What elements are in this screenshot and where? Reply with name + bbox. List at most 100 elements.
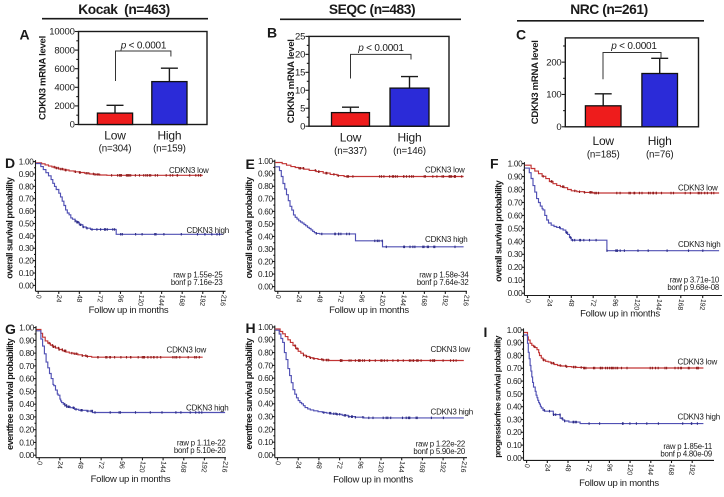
svg-text:overall survival probability: overall survival probability xyxy=(493,179,503,281)
svg-text:Kocak (n=463): Kocak (n=463) xyxy=(78,2,169,17)
svg-text:0.30: 0.30 xyxy=(19,413,34,422)
svg-text:25: 25 xyxy=(295,32,305,43)
svg-text:D: D xyxy=(5,155,15,171)
svg-text:216: 216 xyxy=(461,294,469,306)
svg-text:0: 0 xyxy=(523,463,530,468)
svg-text:(n=337): (n=337) xyxy=(334,146,367,157)
svg-text:1.00: 1.00 xyxy=(19,324,34,333)
svg-text:96: 96 xyxy=(605,463,613,472)
svg-text:168: 168 xyxy=(418,461,426,473)
svg-text:p < 0.0001: p < 0.0001 xyxy=(120,41,167,52)
svg-text:24: 24 xyxy=(294,461,302,470)
svg-text:72: 72 xyxy=(97,461,105,470)
svg-text:Low: Low xyxy=(104,128,126,142)
svg-text:24: 24 xyxy=(55,461,63,470)
svg-text:0.90: 0.90 xyxy=(19,336,34,345)
svg-text:0.70: 0.70 xyxy=(508,198,523,207)
svg-text:p < 0.0001: p < 0.0001 xyxy=(357,43,404,54)
svg-text:CDKN3 mRNA level: CDKN3 mRNA level xyxy=(38,36,49,120)
svg-text:0.20: 0.20 xyxy=(258,425,273,434)
svg-text:CDKN3 low: CDKN3 low xyxy=(678,184,718,193)
svg-text:168: 168 xyxy=(419,294,427,306)
svg-text:0.40: 0.40 xyxy=(508,237,523,246)
svg-text:I: I xyxy=(484,324,488,340)
svg-text:48: 48 xyxy=(314,461,322,470)
svg-text:10: 10 xyxy=(295,86,305,97)
svg-text:0.50: 0.50 xyxy=(258,220,273,229)
svg-text:96: 96 xyxy=(117,461,125,470)
svg-text:0.50: 0.50 xyxy=(19,219,34,228)
svg-text:168: 168 xyxy=(667,463,675,475)
svg-text:48: 48 xyxy=(564,463,572,472)
svg-text:bonf p 9.68e-08: bonf p 9.68e-08 xyxy=(667,283,719,292)
svg-text:216: 216 xyxy=(459,461,467,473)
svg-text:0.10: 0.10 xyxy=(19,438,34,447)
svg-text:144: 144 xyxy=(157,294,165,306)
svg-text:0.90: 0.90 xyxy=(507,339,522,348)
svg-text:168: 168 xyxy=(177,294,185,306)
svg-text:A: A xyxy=(20,27,30,43)
svg-text:144: 144 xyxy=(399,294,407,306)
svg-text:0: 0 xyxy=(35,461,42,466)
svg-text:NRC (n=261): NRC (n=261) xyxy=(570,2,647,17)
svg-text:Follow up in months: Follow up in months xyxy=(329,305,409,316)
svg-text:0.20: 0.20 xyxy=(507,428,522,437)
svg-text:72: 72 xyxy=(95,294,103,303)
svg-text:bonf p 5.90e-20: bonf p 5.90e-20 xyxy=(413,447,465,456)
svg-text:0.80: 0.80 xyxy=(507,351,522,360)
svg-text:72: 72 xyxy=(335,461,343,470)
svg-text:1.00: 1.00 xyxy=(507,326,522,335)
svg-text:0.20: 0.20 xyxy=(508,263,523,272)
svg-text:72: 72 xyxy=(336,294,344,303)
svg-text:0.30: 0.30 xyxy=(19,244,34,253)
svg-text:192: 192 xyxy=(440,294,448,306)
svg-text:0.40: 0.40 xyxy=(19,400,34,409)
svg-text:Follow up in months: Follow up in months xyxy=(333,475,413,486)
svg-text:Follow up in months: Follow up in months xyxy=(579,478,659,489)
svg-text:96: 96 xyxy=(611,298,619,307)
svg-text:120: 120 xyxy=(136,294,144,306)
svg-text:raw p 1.58e-34: raw p 1.58e-34 xyxy=(419,271,469,280)
svg-text:CDKN3 low: CDKN3 low xyxy=(425,166,465,175)
svg-text:48: 48 xyxy=(567,298,575,307)
svg-text:E: E xyxy=(246,156,255,172)
svg-text:24: 24 xyxy=(543,463,551,472)
svg-text:72: 72 xyxy=(584,463,592,472)
svg-text:96: 96 xyxy=(357,294,365,303)
svg-text:0.50: 0.50 xyxy=(258,387,273,396)
svg-text:bonf p 5.10e-20: bonf p 5.10e-20 xyxy=(174,446,226,455)
svg-text:0.90: 0.90 xyxy=(258,170,273,179)
svg-text:0.80: 0.80 xyxy=(19,182,34,191)
svg-text:0.30: 0.30 xyxy=(258,413,273,422)
svg-text:raw p 1.55e-25: raw p 1.55e-25 xyxy=(173,271,223,280)
svg-text:raw p 1.22e-22: raw p 1.22e-22 xyxy=(416,439,465,448)
svg-text:CDKN3 high: CDKN3 high xyxy=(431,408,473,417)
svg-text:200: 200 xyxy=(546,57,561,68)
svg-text:0.00: 0.00 xyxy=(19,281,34,290)
svg-text:216: 216 xyxy=(220,461,228,473)
svg-text:(n=304): (n=304) xyxy=(99,144,132,155)
svg-text:CDKN3 high: CDKN3 high xyxy=(187,226,229,235)
svg-text:192: 192 xyxy=(200,461,208,473)
svg-text:144: 144 xyxy=(397,461,405,473)
svg-text:H: H xyxy=(246,320,256,336)
svg-text:CDKN3 low: CDKN3 low xyxy=(678,358,718,367)
svg-text:bonf p 4.80e-09: bonf p 4.80e-09 xyxy=(660,449,712,458)
svg-text:0.70: 0.70 xyxy=(258,195,273,204)
svg-text:0.60: 0.60 xyxy=(258,207,273,216)
svg-text:8000: 8000 xyxy=(54,45,74,56)
svg-text:24: 24 xyxy=(294,294,302,303)
svg-text:0.70: 0.70 xyxy=(507,364,522,373)
svg-text:0.80: 0.80 xyxy=(19,349,34,358)
svg-text:4000: 4000 xyxy=(54,83,74,94)
svg-text:0.00: 0.00 xyxy=(507,454,522,463)
svg-text:192: 192 xyxy=(698,298,706,310)
svg-text:(n=185): (n=185) xyxy=(587,150,620,161)
svg-text:24: 24 xyxy=(54,294,62,303)
svg-text:0.90: 0.90 xyxy=(508,173,523,182)
svg-text:raw p 1.11e-22: raw p 1.11e-22 xyxy=(177,438,226,447)
svg-text:192: 192 xyxy=(687,463,695,475)
svg-text:B: B xyxy=(267,25,277,41)
svg-text:0.20: 0.20 xyxy=(19,257,34,266)
svg-text:144: 144 xyxy=(158,461,166,473)
